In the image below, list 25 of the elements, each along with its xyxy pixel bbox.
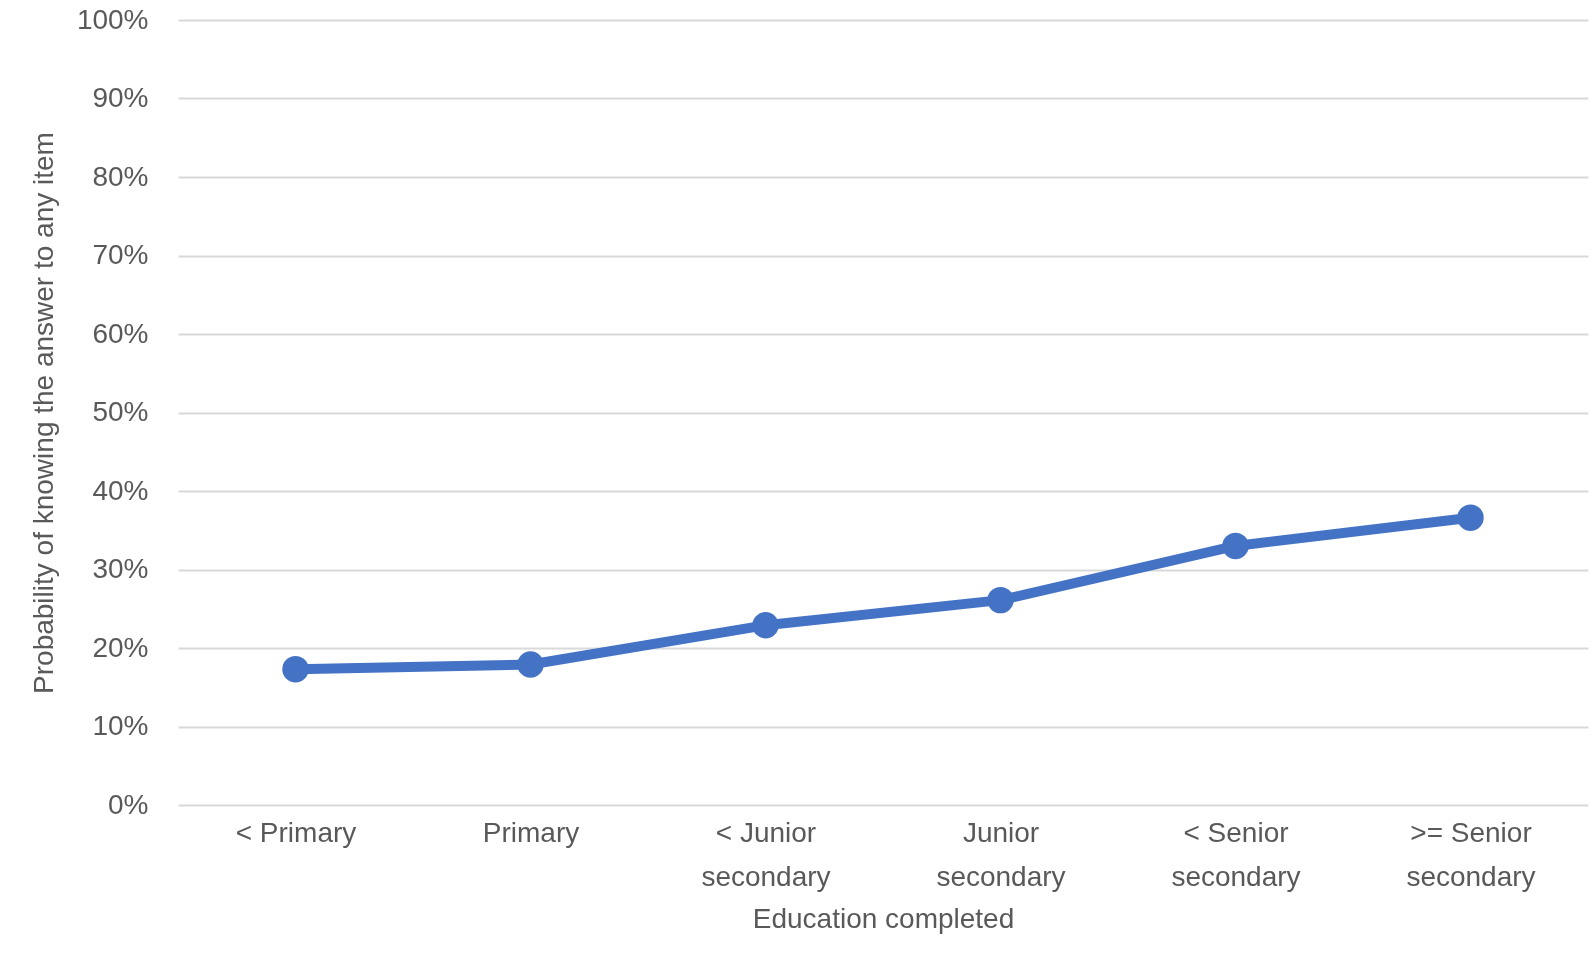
y-tick-label: 60% [92,317,149,349]
y-tick-label: 70% [92,239,149,270]
x-tick-label: < Senior secondary [1171,816,1301,892]
point [1222,532,1249,560]
x-tick-label: >= Senior secondary [1406,816,1536,892]
y-axis-title: Probability of knowing the answer to any item [27,132,59,694]
y-tick-label: 90% [92,82,149,113]
x-axis-title: Education completed [752,902,1015,934]
y-tick-label: 80% [92,160,149,192]
y-tick-label: 30% [92,553,149,584]
y-tick-label: 10% [92,710,149,741]
x-tick-label: Primary [482,816,580,848]
point [987,586,1014,614]
x-tick-label: < Primary [235,816,357,848]
point [517,651,544,678]
point [282,655,309,683]
y-tick-label: 40% [92,474,149,506]
y-tick-label: 0% [108,788,149,820]
y-tick-label: 100% [76,3,149,35]
x-tick-label: Junior secondary [936,816,1066,892]
point [752,612,779,639]
point [1457,504,1484,531]
x-tick-label: < Junior secondary [701,816,831,892]
y-tick-label: 50% [92,396,149,427]
y-tick-label: 20% [92,631,149,663]
